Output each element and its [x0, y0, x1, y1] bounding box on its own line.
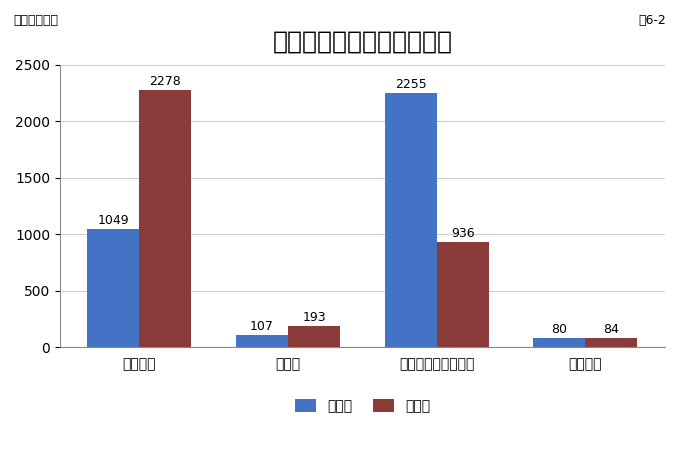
- Text: 936: 936: [451, 227, 475, 239]
- Text: 学校検診のみ: 学校検診のみ: [14, 14, 58, 27]
- Text: 1049: 1049: [97, 214, 129, 227]
- Bar: [139, 90, 192, 347]
- Text: 図6-2: 図6-2: [639, 14, 666, 27]
- Bar: [533, 338, 585, 347]
- Text: 2278: 2278: [150, 75, 182, 88]
- Bar: [385, 92, 437, 347]
- Bar: [585, 338, 637, 347]
- Text: 84: 84: [604, 323, 619, 336]
- Text: 2255: 2255: [395, 78, 426, 91]
- Legend: 飲料水, 調理水: 飲料水, 調理水: [290, 394, 435, 419]
- Bar: [288, 326, 340, 347]
- Bar: [236, 335, 288, 347]
- Title: 自宅の飲料＆調理水の種類: 自宅の飲料＆調理水の種類: [273, 29, 452, 53]
- Bar: [437, 242, 489, 347]
- Text: 80: 80: [551, 323, 567, 337]
- Text: 193: 193: [303, 310, 326, 324]
- Bar: [87, 229, 139, 347]
- Text: 107: 107: [250, 320, 274, 333]
